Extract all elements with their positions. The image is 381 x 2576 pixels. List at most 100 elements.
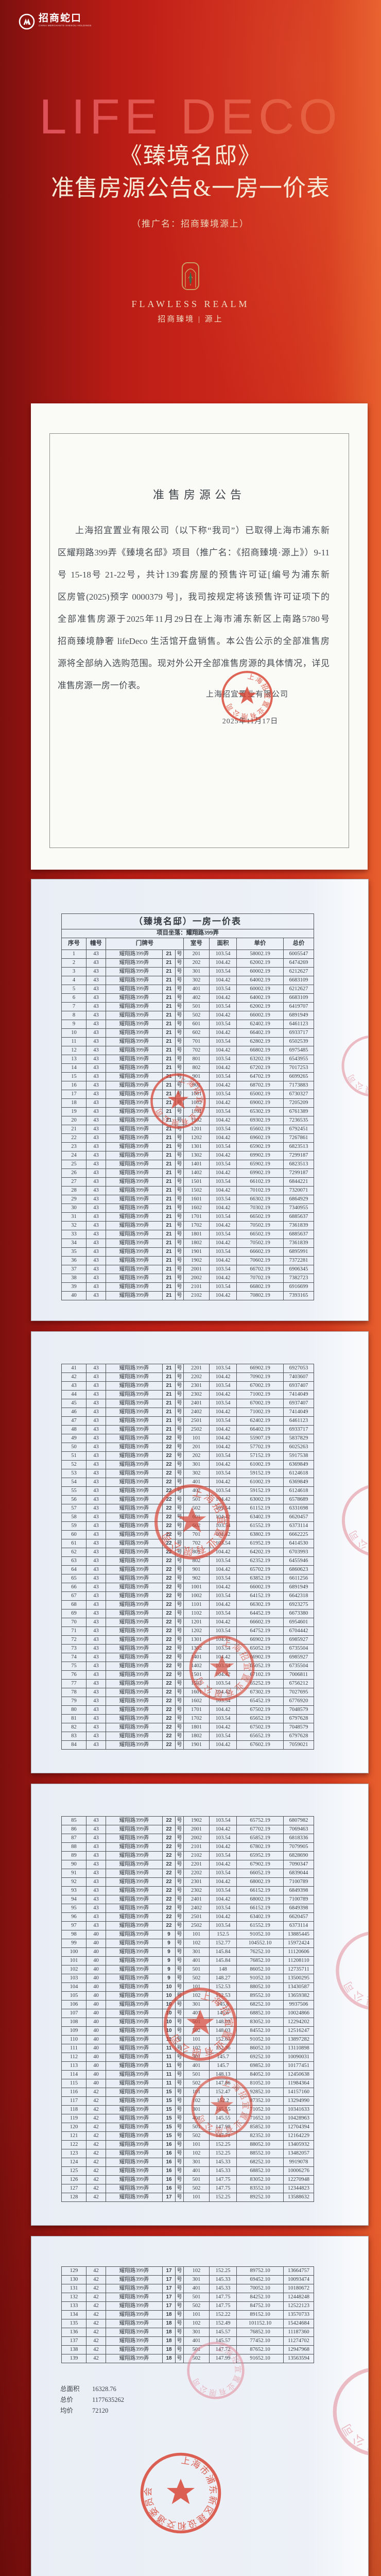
cell: 耀翔路399弄 xyxy=(106,2301,163,2311)
cell: 号 xyxy=(175,1877,184,1887)
announcement-line: 区房管(2025)预字 0000379 号]，我司按规定将该预售许可证项下的 xyxy=(58,592,330,602)
cell: 99 xyxy=(61,1939,86,1948)
cell: 15 xyxy=(61,1072,86,1081)
cell: 21 xyxy=(162,1265,176,1274)
cell: 号 xyxy=(175,1851,184,1860)
cell: 84752.10 xyxy=(236,2301,284,2311)
cell: 6414530 xyxy=(283,1539,314,1548)
cell: 7414049 xyxy=(283,1390,314,1399)
table-row: 25 43 耀翔路399弄 21 号 1401 103.54 65902.19 6823513 xyxy=(61,1160,315,1169)
cell: 耀翔路399弄 xyxy=(106,2175,163,2184)
cell: 69602.19 xyxy=(236,1133,284,1143)
cell: 43 xyxy=(86,1478,106,1487)
table-row: 128 42 耀翔路399弄 17 号 101 152.25 89252.10 13588632 xyxy=(61,2193,314,2202)
cell: 号 xyxy=(175,1460,184,1469)
table-row: 100 40 耀翔路399弄 9 号 301 145.84 76252.10 11120606 xyxy=(61,1947,314,1957)
cell: 6792451 xyxy=(283,1125,315,1134)
cell: 15 xyxy=(162,2105,176,2114)
cell: 103.54 xyxy=(209,1142,237,1151)
cell: 103.54 xyxy=(209,950,237,959)
cell: 22 xyxy=(162,1816,176,1825)
cell: 115 xyxy=(61,2079,86,2088)
cell: 号 xyxy=(175,1063,184,1073)
cell: 60002.19 xyxy=(236,985,284,994)
cell: 103.54 xyxy=(209,1230,237,1239)
cell: 6933717 xyxy=(283,1425,314,1434)
cell: 18 xyxy=(162,2328,176,2337)
cell: 号 xyxy=(175,2166,184,2176)
cell: 22 xyxy=(162,1644,176,1653)
cell: 53 xyxy=(61,1469,86,1478)
cell: 62002.19 xyxy=(236,958,284,968)
cell: 61152.19 xyxy=(236,1504,284,1513)
table-row: 3 43 耀翔路399弄 21 号 301 103.54 60002.19 6212627 xyxy=(61,967,315,976)
cell: 103.54 xyxy=(209,1282,237,1292)
cell: 22 xyxy=(162,1842,176,1852)
cell: 号 xyxy=(175,2096,184,2106)
cell: 63 xyxy=(61,1556,86,1566)
table-row: 16 43 耀翔路399弄 21 号 902 104.42 68702.19 7173883 xyxy=(61,1081,315,1090)
cell: 62802.19 xyxy=(236,1037,284,1046)
cell: 12450638 xyxy=(283,2070,314,2079)
cell: 137 xyxy=(61,2336,86,2346)
cell: 43 xyxy=(86,1011,106,1020)
cell: 102 xyxy=(183,2149,210,2158)
cell: 6683109 xyxy=(283,976,315,985)
cell: 2502 xyxy=(183,1921,210,1930)
cell: 43 xyxy=(86,1469,106,1478)
cell: 耀翔路399弄 xyxy=(106,1256,163,1265)
cell: 6849398 xyxy=(283,1904,314,1913)
cell: 57702.19 xyxy=(236,1443,284,1452)
cell: 耀翔路399弄 xyxy=(106,1574,163,1583)
cell: 5 xyxy=(61,985,86,994)
cell: 40 xyxy=(86,2000,106,2009)
cell: 64702.19 xyxy=(236,1072,284,1081)
cell: 43 xyxy=(86,1556,106,1566)
cell: 17 xyxy=(162,2301,176,2311)
cell: 21 xyxy=(162,1364,176,1373)
cell: 86052.10 xyxy=(236,2044,284,2053)
cell: 29 xyxy=(61,1195,86,1204)
cell: 104.42 xyxy=(209,1256,237,1265)
cell: 43 xyxy=(86,1600,106,1609)
cell: 1701 xyxy=(183,1212,210,1222)
cell: 40 xyxy=(86,2018,106,2027)
cell: 69452.10 xyxy=(236,2275,284,2284)
cell: 103.54 xyxy=(209,1886,237,1895)
cell: 83 xyxy=(61,1732,86,1741)
cell: 号 xyxy=(175,1662,184,1671)
cell: 43 xyxy=(86,1107,106,1116)
cell: 43 xyxy=(86,1609,106,1618)
cell: 耀翔路399弄 xyxy=(106,1740,163,1750)
cell: 6025263 xyxy=(283,1443,314,1452)
cell: 号 xyxy=(175,1247,184,1257)
cell: 6797628 xyxy=(283,1732,314,1741)
cell: 46 xyxy=(61,1408,86,1417)
col-header-total-price: 总价 xyxy=(283,938,315,950)
table-row: 36 43 耀翔路399弄 21 号 1902 104.42 70602.19 7372281 xyxy=(61,1256,315,1265)
cell: 号 xyxy=(175,1028,184,1038)
table-row: 95 43 耀翔路399弄 22 号 2402 103.54 66152.19 6849398 xyxy=(61,1904,314,1913)
cell: 43 xyxy=(86,1825,106,1834)
cell: 104.42 xyxy=(209,1063,237,1073)
cell: 145.84 xyxy=(209,1947,237,1957)
cell: 40 xyxy=(86,1982,106,1992)
cell: 30 xyxy=(61,1204,86,1213)
cell: 66402.19 xyxy=(236,1028,284,1038)
company-seal: 上海招宜置业有限公司 xyxy=(188,1634,256,1702)
cell: 耀翔路399弄 xyxy=(106,1939,163,1948)
cell: 号 xyxy=(175,1869,184,1878)
table-row: 30 43 耀翔路399弄 21 号 1602 104.42 70302.19 7340955 xyxy=(61,1204,315,1213)
cell: 21 xyxy=(162,976,176,985)
cell: 148 xyxy=(209,1965,237,1974)
cell: 91052.10 xyxy=(236,1930,284,1939)
cell: 5837829 xyxy=(283,1434,314,1443)
cell: 401 xyxy=(183,1956,210,1965)
cell: 9 xyxy=(162,1930,176,1939)
cell: 22 xyxy=(162,1574,176,1583)
cell: 耀翔路399弄 xyxy=(106,2018,163,2027)
cell: 50 xyxy=(61,1443,86,1452)
cell: 22 xyxy=(162,1697,176,1706)
cell: 70502.19 xyxy=(236,1221,284,1230)
